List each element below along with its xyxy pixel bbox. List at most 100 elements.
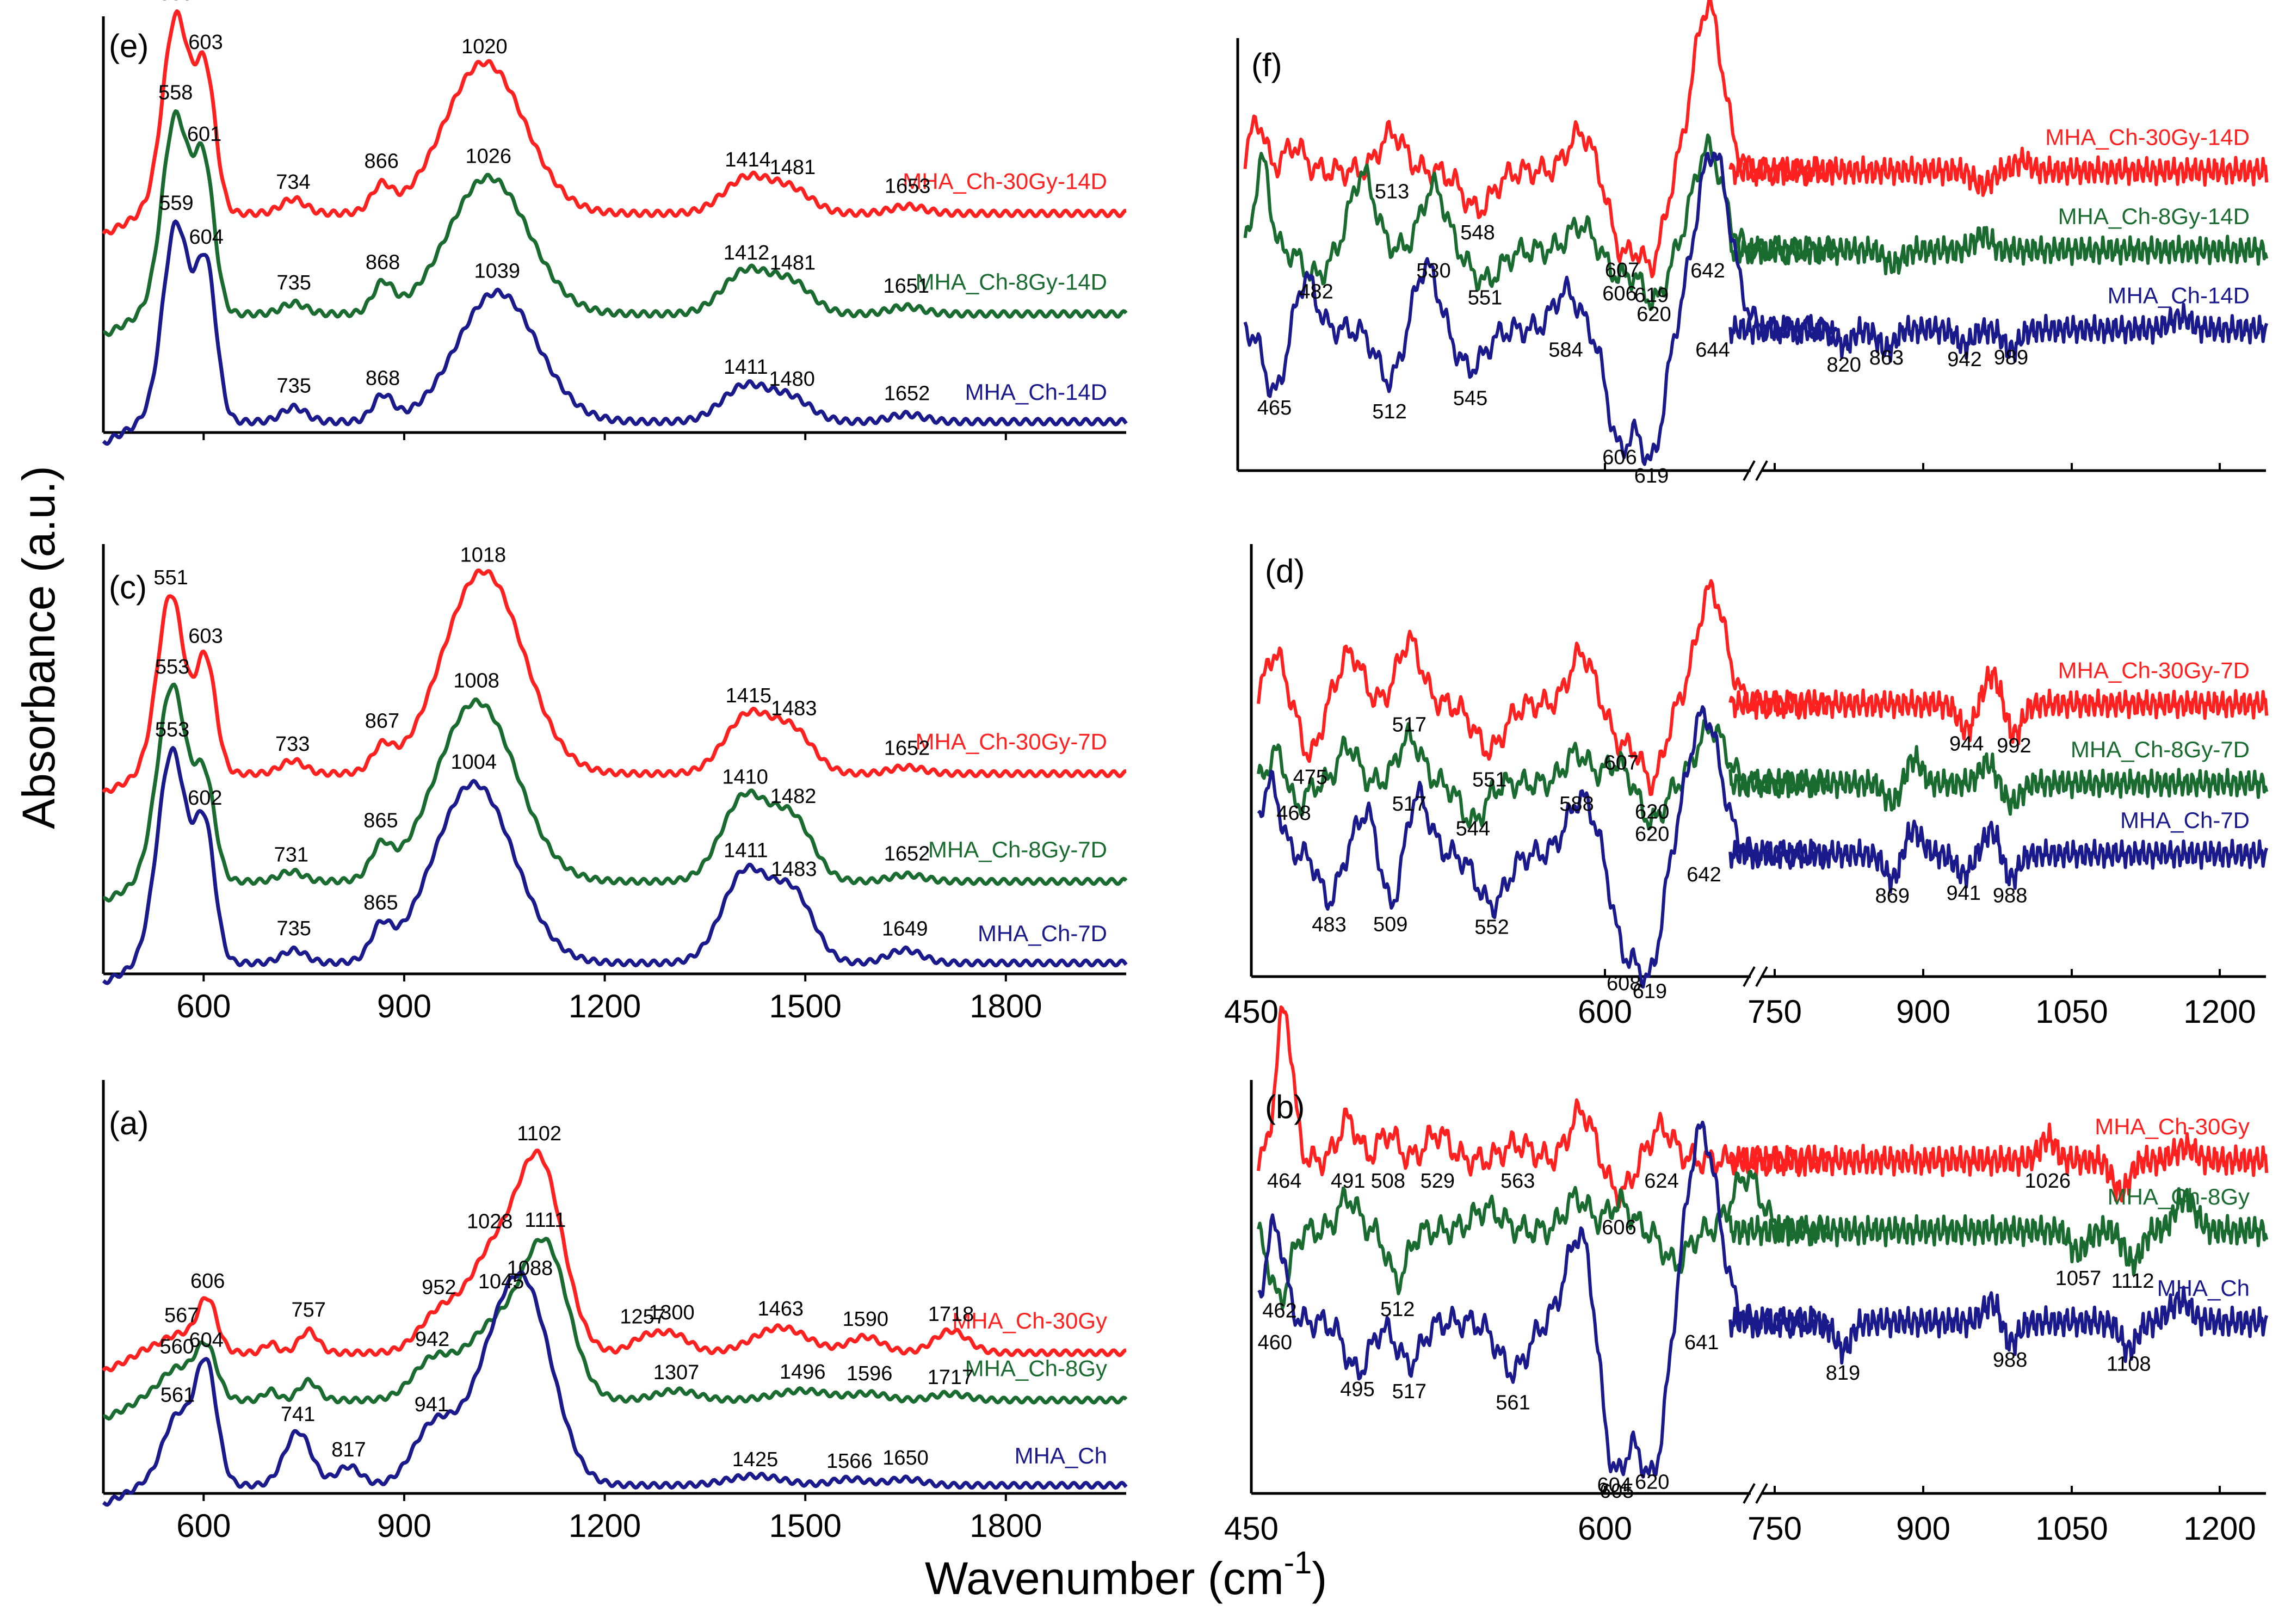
x-axis-label-close: ) bbox=[1312, 1553, 1327, 1604]
panel-e-peak-MHA_Ch-8Gy-14D-868: 868 bbox=[366, 251, 400, 274]
panel-a-xtick-label-600: 600 bbox=[176, 1508, 231, 1544]
panel-c-peak-MHA_Ch-30Gy-7D-1652: 1652 bbox=[884, 737, 930, 759]
text-layer: (e)MHA_Ch-30Gy-14D5596037348661020141414… bbox=[109, 0, 2256, 1547]
panel-a-peak-MHA_Ch-1650: 1650 bbox=[882, 1447, 929, 1469]
panel-d-peak-MHA_Ch-7D-483: 483 bbox=[1312, 913, 1346, 936]
panel-a-series-MHA_Ch-8Gy bbox=[103, 1237, 1128, 1421]
panel-c-peak-MHA_Ch-30Gy-7D-603: 603 bbox=[188, 625, 223, 647]
panel-e-series-MHA_Ch-30Gy-14D bbox=[102, 9, 1127, 236]
panel-b-peak-MHA_Ch-8Gy-512: 512 bbox=[1380, 1298, 1415, 1321]
panel-f-peak-MHA_Ch-30Gy-14D-548: 548 bbox=[1460, 221, 1495, 244]
panel-b-xtick-label-1050: 1050 bbox=[2035, 1510, 2108, 1547]
panel-c-peak-MHA_Ch-8Gy-7D-1652: 1652 bbox=[884, 843, 930, 866]
panel-a-peak-MHA_Ch-30Gy-1463: 1463 bbox=[757, 1298, 804, 1320]
panel-d-peak-MHA_Ch-8Gy-7D-620: 620 bbox=[1635, 823, 1669, 846]
panel-a-label: (a) bbox=[109, 1105, 149, 1141]
panel-c-peak-MHA_Ch-7D-1649: 1649 bbox=[882, 918, 928, 941]
panel-c-series-label-MHA_Ch-7D: MHA_Ch-7D bbox=[978, 921, 1107, 946]
panel-a-series-label-MHA_Ch-8Gy: MHA_Ch-8Gy bbox=[965, 1355, 1107, 1381]
panel-b-peak-MHA_Ch-819: 819 bbox=[1826, 1362, 1860, 1385]
curves-layer bbox=[102, 0, 2269, 1507]
panel-c-peak-MHA_Ch-30Gy-7D-867: 867 bbox=[365, 710, 399, 733]
panel-a-peak-MHA_Ch-30Gy-952: 952 bbox=[422, 1276, 456, 1299]
panel-c-peak-MHA_Ch-30Gy-7D-733: 733 bbox=[275, 733, 310, 756]
panel-c-peak-MHA_Ch-7D-553: 553 bbox=[155, 718, 189, 741]
panel-e-peak-MHA_Ch-14D-1411: 1411 bbox=[724, 356, 768, 379]
panel-b-peak-MHA_Ch-988: 988 bbox=[1993, 1349, 2027, 1372]
panel-f-peak-MHA_Ch-14D-820: 820 bbox=[1827, 354, 1861, 376]
panel-d-peak-MHA_Ch-7D-619: 619 bbox=[1633, 980, 1667, 1003]
panel-d-peak-MHA_Ch-8Gy-7D-517: 517 bbox=[1392, 793, 1427, 816]
panel-c-label: (c) bbox=[109, 569, 147, 606]
panel-b-peak-MHA_Ch-517: 517 bbox=[1392, 1380, 1427, 1403]
panel-f-peak-MHA_Ch-14D-619: 619 bbox=[1634, 465, 1669, 487]
panel-e-peak-MHA_Ch-14D-604: 604 bbox=[189, 226, 224, 249]
panel-f-peak-MHA_Ch-8Gy-14D-642: 642 bbox=[1690, 260, 1725, 282]
panel-f-peak-MHA_Ch-14D-584: 584 bbox=[1548, 339, 1583, 362]
panel-d-peak-MHA_Ch-7D-988: 988 bbox=[1993, 884, 2027, 907]
panel-a-peak-MHA_Ch-30Gy-757: 757 bbox=[292, 1299, 326, 1322]
panel-a-peak-MHA_Ch-8Gy-1596: 1596 bbox=[847, 1362, 893, 1385]
panel-a-peak-MHA_Ch-30Gy-1102: 1102 bbox=[517, 1122, 561, 1145]
panel-f-series-MHA_Ch-14D-high bbox=[1728, 302, 2269, 363]
panel-a-peak-MHA_Ch-30Gy-1718: 1718 bbox=[928, 1303, 974, 1326]
panel-a-peak-MHA_Ch-561: 561 bbox=[160, 1384, 195, 1407]
panel-e-peak-MHA_Ch-30Gy-14D-866: 866 bbox=[364, 150, 398, 172]
panel-d-axis-break-2 bbox=[1755, 966, 1768, 987]
panel-d-xtick-label-600: 600 bbox=[1578, 993, 1632, 1030]
panel-f-series-MHA_Ch-30Gy-14D-high bbox=[1728, 146, 2269, 197]
panel-a-peak-MHA_Ch-741: 741 bbox=[281, 1403, 315, 1426]
panel-d-peak-MHA_Ch-30Gy-7D-551: 551 bbox=[1472, 769, 1506, 792]
panel-c-peak-MHA_Ch-8Gy-7D-865: 865 bbox=[363, 810, 398, 832]
panel-a-xtick-label-900: 900 bbox=[377, 1508, 431, 1544]
axes-layer bbox=[102, 16, 2266, 1504]
panel-c-series-MHA_Ch-8Gy-7D bbox=[103, 682, 1128, 903]
panel-e-peak-MHA_Ch-14D-559: 559 bbox=[159, 192, 193, 215]
panel-c-peak-MHA_Ch-7D-602: 602 bbox=[188, 787, 222, 810]
panel-b-peak-MHA_Ch-605: 605 bbox=[1600, 1480, 1634, 1503]
panel-e-peak-MHA_Ch-30Gy-14D-559: 559 bbox=[159, 0, 193, 5]
panel-a-xtick-label-1800: 1800 bbox=[969, 1508, 1042, 1544]
panel-a-peak-MHA_Ch-30Gy-1028: 1028 bbox=[467, 1210, 513, 1233]
panel-d-peak-MHA_Ch-30Gy-7D-992: 992 bbox=[1997, 734, 2031, 757]
panel-b-peak-MHA_Ch-30Gy-529: 529 bbox=[1421, 1170, 1455, 1193]
panel-e-series-MHA_Ch-8Gy-14D bbox=[103, 109, 1128, 337]
panel-a-xtick-label-1500: 1500 bbox=[769, 1508, 841, 1544]
panel-c-series-MHA_Ch-30Gy-7D bbox=[102, 568, 1127, 794]
panel-c-peak-MHA_Ch-7D-1004: 1004 bbox=[450, 751, 497, 774]
panel-b-peak-MHA_Ch-495: 495 bbox=[1340, 1378, 1374, 1401]
panel-e-series-label-MHA_Ch-30Gy-14D: MHA_Ch-30Gy-14D bbox=[903, 168, 1107, 194]
panel-a-peak-MHA_Ch-8Gy-1307: 1307 bbox=[653, 1361, 700, 1384]
panel-a-series-MHA_Ch-30Gy bbox=[102, 1148, 1127, 1373]
panel-c-series-label-MHA_Ch-30Gy-7D: MHA_Ch-30Gy-7D bbox=[916, 729, 1107, 755]
panel-d-series-label-MHA_Ch-30Gy-7D: MHA_Ch-30Gy-7D bbox=[2058, 657, 2250, 683]
panel-c-peak-MHA_Ch-8Gy-7D-553: 553 bbox=[155, 656, 189, 678]
panel-b-series-label-MHA_Ch-30Gy: MHA_Ch-30Gy bbox=[2095, 1114, 2250, 1139]
panel-b-series-label-MHA_Ch-8Gy: MHA_Ch-8Gy bbox=[2108, 1184, 2250, 1209]
panel-d-series-MHA_Ch-30Gy-7D-low bbox=[1257, 579, 1830, 796]
panel-b-peak-MHA_Ch-30Gy-508: 508 bbox=[1371, 1170, 1405, 1193]
panel-b-peak-MHA_Ch-30Gy-606: 606 bbox=[1602, 1217, 1636, 1239]
panel-b-peak-MHA_Ch-30Gy-1026: 1026 bbox=[2024, 1170, 2071, 1193]
panel-e-peak-MHA_Ch-8Gy-14D-558: 558 bbox=[158, 81, 193, 104]
panel-b-peak-MHA_Ch-30Gy-624: 624 bbox=[1644, 1170, 1678, 1193]
panel-f-peak-MHA_Ch-8Gy-14D-620: 620 bbox=[1637, 303, 1671, 326]
panel-b-peak-MHA_Ch-460: 460 bbox=[1258, 1331, 1292, 1354]
panel-a-peak-MHA_Ch-30Gy-606: 606 bbox=[190, 1270, 225, 1293]
panel-d-peak-MHA_Ch-8Gy-7D-588: 588 bbox=[1559, 793, 1594, 816]
panel-e-peak-MHA_Ch-30Gy-14D-1653: 1653 bbox=[885, 175, 931, 197]
panel-b-peak-MHA_Ch-1108: 1108 bbox=[2107, 1353, 2151, 1376]
panel-f-peak-MHA_Ch-8Gy-14D-530: 530 bbox=[1416, 260, 1450, 282]
panel-a-peak-MHA_Ch-1566: 1566 bbox=[826, 1450, 873, 1473]
panel-d-peak-MHA_Ch-7D-552: 552 bbox=[1474, 916, 1509, 938]
panel-d-series-MHA_Ch-8Gy-7D-high bbox=[1728, 745, 2269, 816]
panel-d-xtick-label-750: 750 bbox=[1747, 993, 1802, 1030]
panel-b-axis-break-2 bbox=[1755, 1483, 1768, 1504]
panel-b-label: (b) bbox=[1265, 1089, 1305, 1125]
panel-f-label: (f) bbox=[1251, 47, 1282, 83]
panel-b-peak-MHA_Ch-30Gy-464: 464 bbox=[1267, 1170, 1301, 1193]
panel-c-xtick-label-1800: 1800 bbox=[969, 988, 1042, 1024]
panel-d-peak-MHA_Ch-7D-642: 642 bbox=[1687, 863, 1721, 886]
panel-c-peak-MHA_Ch-30Gy-7D-1483: 1483 bbox=[771, 697, 817, 720]
